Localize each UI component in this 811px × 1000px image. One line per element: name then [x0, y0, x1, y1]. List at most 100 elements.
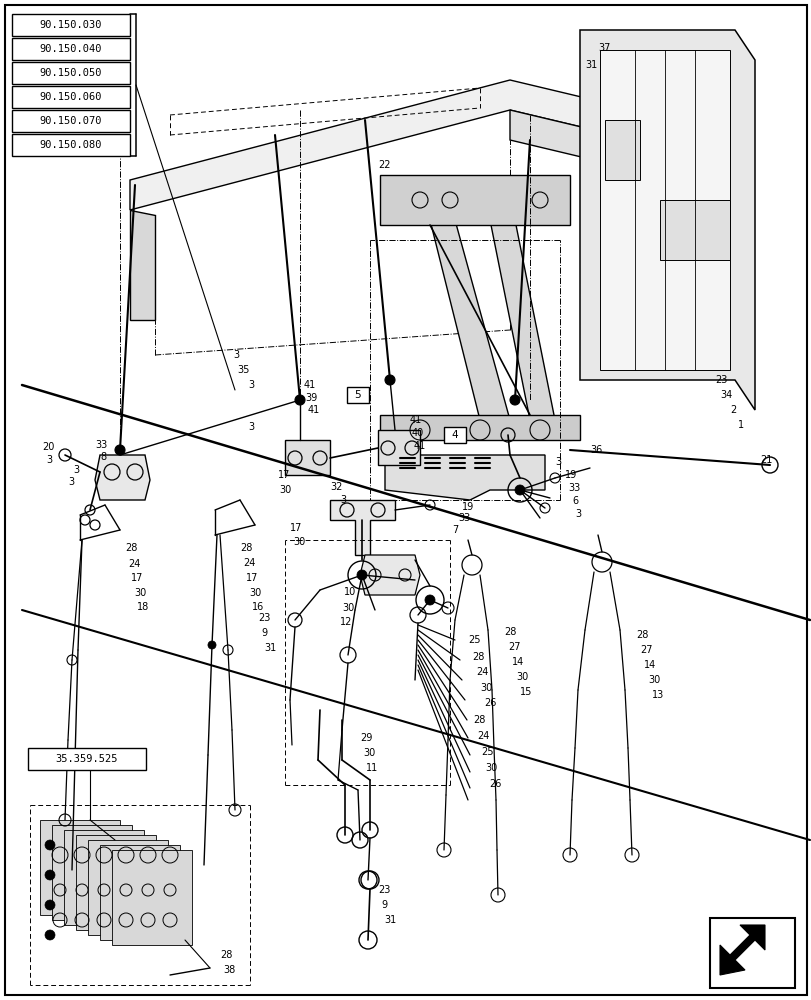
Text: 30: 30 [341, 603, 354, 613]
Polygon shape [430, 220, 509, 420]
Text: 33: 33 [568, 483, 580, 493]
Text: 38: 38 [223, 965, 235, 975]
Polygon shape [329, 500, 394, 555]
Text: 4: 4 [451, 430, 457, 440]
Text: 21: 21 [759, 455, 771, 465]
Circle shape [514, 485, 525, 495]
Text: 28: 28 [635, 630, 647, 640]
Text: 30: 30 [515, 672, 528, 682]
Text: 7: 7 [452, 525, 457, 535]
Text: 34: 34 [719, 390, 732, 400]
Text: 31: 31 [264, 643, 276, 653]
Text: 19: 19 [461, 502, 474, 512]
Text: 90.150.080: 90.150.080 [40, 140, 102, 150]
Circle shape [45, 870, 55, 880]
Text: 30: 30 [293, 537, 305, 547]
Bar [12, 38, 130, 60]
Text: 28: 28 [471, 652, 484, 662]
Text: 24: 24 [128, 559, 140, 569]
Text: 36: 36 [590, 445, 602, 455]
Text: 3: 3 [46, 455, 52, 465]
Text: 22: 22 [378, 160, 390, 170]
Bar [28, 748, 146, 770]
Text: 39: 39 [306, 393, 318, 403]
Bar [12, 86, 130, 108]
Circle shape [45, 930, 55, 940]
Bar [12, 14, 130, 36]
Text: 37: 37 [597, 43, 610, 53]
Text: 3: 3 [340, 495, 345, 505]
Bar [12, 134, 130, 156]
Text: 35: 35 [237, 365, 249, 375]
Text: 23: 23 [258, 613, 270, 623]
Polygon shape [489, 220, 554, 420]
Text: 31: 31 [584, 60, 597, 70]
Polygon shape [719, 925, 764, 975]
Text: 30: 30 [280, 485, 292, 495]
Polygon shape [285, 440, 329, 475]
Text: 3: 3 [233, 350, 238, 360]
Circle shape [294, 395, 305, 405]
Text: 11: 11 [366, 763, 378, 773]
Text: 15: 15 [519, 687, 532, 697]
Text: 9: 9 [260, 628, 267, 638]
Text: 27: 27 [508, 642, 520, 652]
Text: 12: 12 [340, 617, 352, 627]
Text: 25: 25 [467, 635, 480, 645]
Polygon shape [112, 850, 191, 945]
Text: 90.150.040: 90.150.040 [40, 44, 102, 54]
Circle shape [115, 445, 125, 455]
Circle shape [424, 595, 435, 605]
Text: 30: 30 [647, 675, 659, 685]
Circle shape [208, 641, 216, 649]
Polygon shape [100, 845, 180, 940]
Polygon shape [579, 30, 754, 410]
Text: 30: 30 [484, 763, 496, 773]
Text: 26: 26 [488, 779, 500, 789]
Text: 3: 3 [574, 509, 581, 519]
Text: 28: 28 [220, 950, 232, 960]
Text: 2: 2 [729, 405, 736, 415]
Polygon shape [95, 455, 150, 500]
Text: 32: 32 [329, 482, 342, 492]
Text: 90.150.070: 90.150.070 [40, 116, 102, 126]
Text: 33: 33 [95, 440, 107, 450]
Text: 5: 5 [354, 390, 361, 400]
Text: 3: 3 [554, 457, 560, 467]
Circle shape [71, 756, 79, 764]
Text: 23: 23 [714, 375, 727, 385]
Bar [12, 110, 130, 132]
Polygon shape [384, 455, 544, 500]
Text: 18: 18 [137, 602, 149, 612]
Circle shape [357, 570, 367, 580]
Text: 29: 29 [359, 733, 372, 743]
Polygon shape [52, 825, 132, 920]
Text: 31: 31 [384, 915, 396, 925]
Text: 3: 3 [73, 465, 79, 475]
Text: 30: 30 [249, 588, 261, 598]
Text: 9: 9 [380, 900, 387, 910]
Text: 3: 3 [68, 477, 74, 487]
Text: 28: 28 [504, 627, 516, 637]
Text: 1: 1 [737, 420, 743, 430]
Text: 30: 30 [134, 588, 146, 598]
Polygon shape [40, 820, 120, 915]
Polygon shape [599, 50, 729, 370]
Polygon shape [130, 210, 155, 320]
Polygon shape [378, 430, 419, 465]
Text: 20: 20 [42, 442, 54, 452]
Text: 28: 28 [125, 543, 137, 553]
Text: 30: 30 [479, 683, 491, 693]
Text: 90.150.030: 90.150.030 [40, 20, 102, 30]
Polygon shape [130, 80, 719, 210]
Circle shape [384, 375, 394, 385]
Text: 3: 3 [247, 380, 254, 390]
Text: 30: 30 [363, 748, 375, 758]
Circle shape [509, 395, 519, 405]
Text: 26: 26 [483, 698, 496, 708]
Text: 17: 17 [277, 470, 290, 480]
Text: 28: 28 [473, 715, 485, 725]
Text: 17: 17 [290, 523, 302, 533]
Text: 24: 24 [476, 731, 489, 741]
Text: 10: 10 [344, 587, 356, 597]
